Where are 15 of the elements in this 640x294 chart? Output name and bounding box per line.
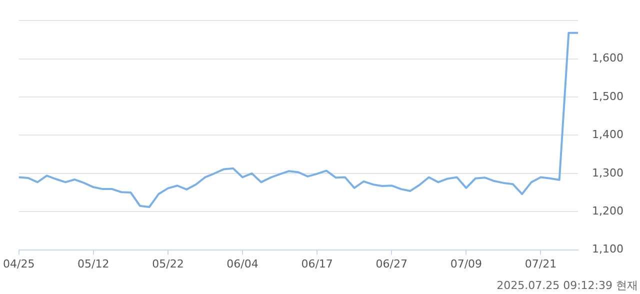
x-tick-label: 07/21 xyxy=(524,257,557,270)
y-tick-label: 1,100 xyxy=(592,242,624,256)
x-tick-label: 04/25 xyxy=(3,257,35,270)
x-tick-label: 05/22 xyxy=(152,257,184,270)
text: 2025.07.25 09:12:39 현재 xyxy=(496,278,638,293)
y-tick-label: 1,500 xyxy=(592,90,624,103)
y-tick-label: 1,300 xyxy=(592,166,624,180)
x-tick-label: 06/17 xyxy=(301,257,333,270)
y-tick-label: 1,600 xyxy=(592,52,624,65)
x-tick-label: 06/04 xyxy=(226,257,258,270)
x-tick-label: 06/27 xyxy=(376,257,408,270)
y-tick-label: 1,400 xyxy=(592,128,624,142)
x-tick-label: 05/12 xyxy=(78,257,110,270)
y-tick-label: 1,200 xyxy=(592,204,624,218)
x-tick-label: 07/09 xyxy=(450,257,482,270)
